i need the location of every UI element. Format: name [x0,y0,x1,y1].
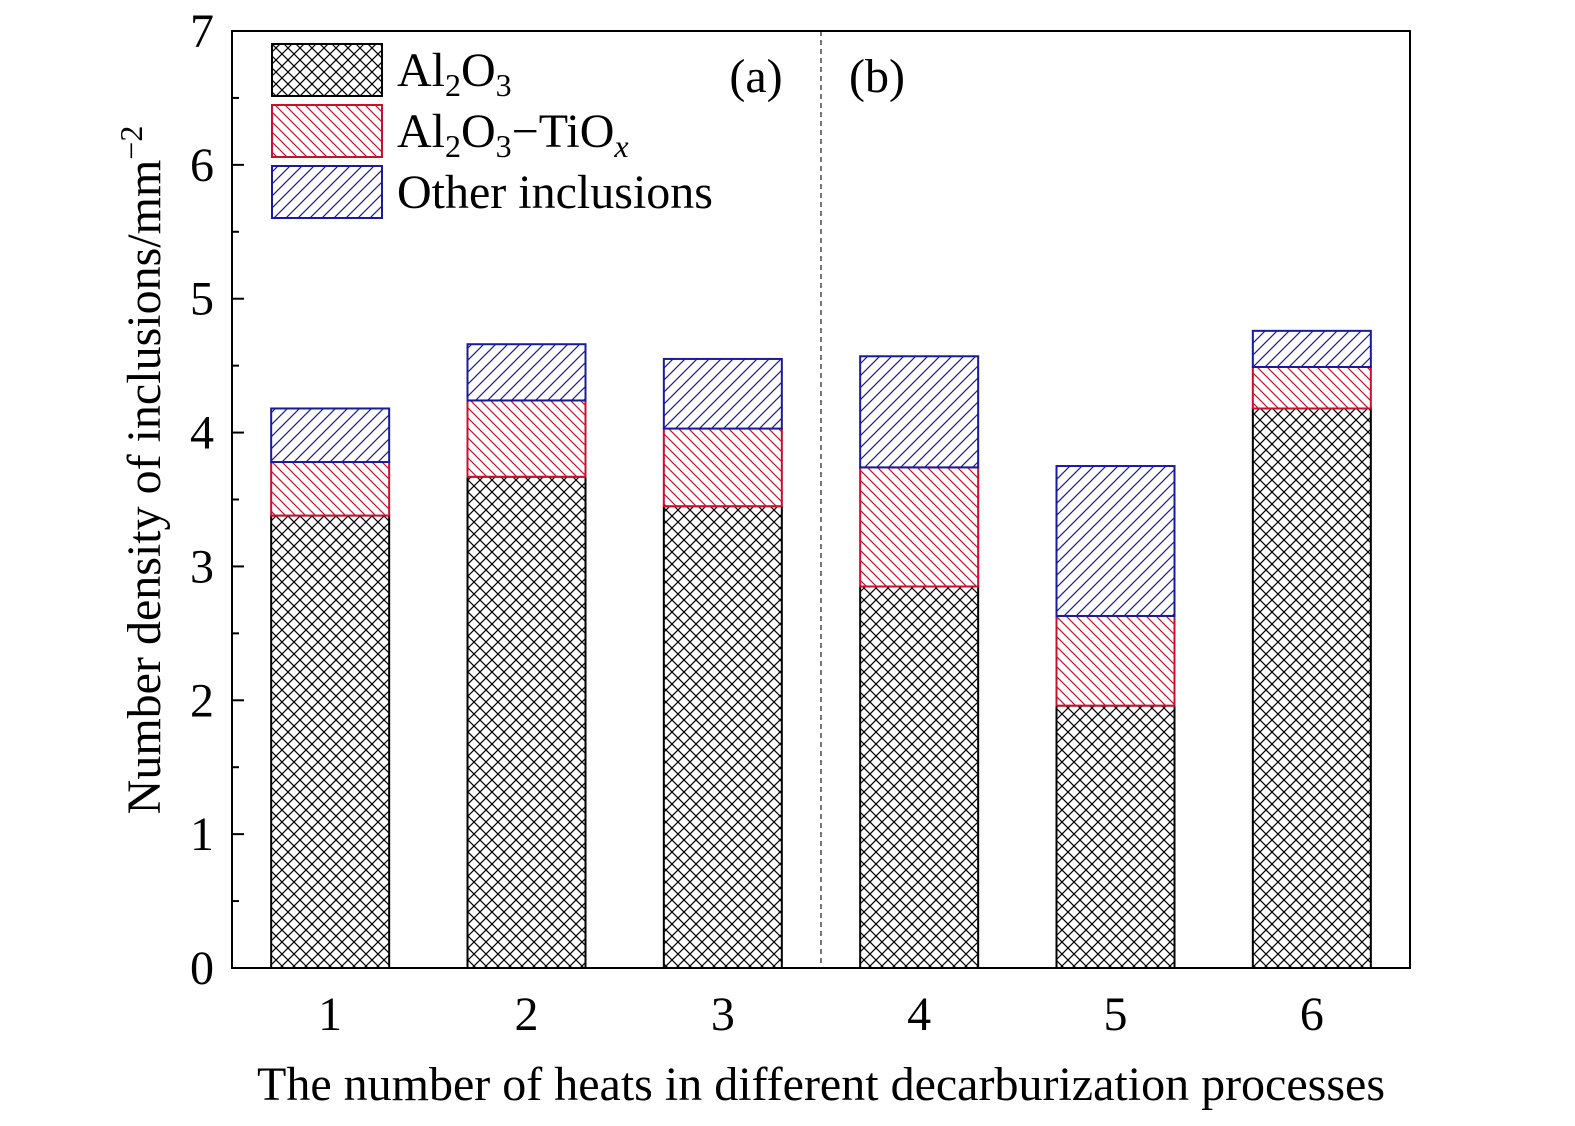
x-tick-label: 2 [515,988,539,1041]
x-tick-label: 3 [711,988,735,1041]
y-tick-label: 1 [190,808,214,861]
bar-segment-1-heat-4 [859,585,980,969]
legend-swatch-2 [271,104,383,158]
y-tick-label: 4 [190,407,214,460]
bar-segment-1-heat-3 [662,505,783,969]
bar-segment-2-heat-5 [1055,614,1176,707]
bar-segment-3-heat-5 [1055,465,1176,617]
bar-segment-2-heat-1 [270,461,391,517]
bar-segment-1-heat-5 [1055,704,1176,969]
legend-swatch-1 [271,43,383,97]
y-tick-label: 6 [190,139,214,192]
bar-segment-1-heat-1 [270,514,391,969]
bar-segment-2-heat-4 [859,466,980,588]
bar-segment-3-heat-3 [662,357,783,430]
y-tick-label: 3 [190,540,214,593]
legend-label-3: Other inclusions [397,166,713,219]
bar-segment-2-heat-2 [466,399,587,478]
x-tick-label: 4 [907,988,931,1041]
x-axis-label: The number of heats in different decarbu… [257,1058,1385,1111]
y-axis-label: Number density of inclusions/mm−2 [113,126,171,815]
x-tick-label: 1 [318,988,342,1041]
bar-segment-2-heat-3 [662,427,783,508]
bar-segment-3-heat-1 [270,407,391,464]
legend-label-1: Al2O3 [397,44,512,103]
y-tick-label: 5 [190,273,214,326]
panel-label: (b) [849,50,905,103]
bar-segment-3-heat-4 [859,355,980,469]
bar-segment-2-heat-6 [1251,365,1372,410]
legend-swatch-3 [271,165,383,219]
x-tick-label: 5 [1104,988,1128,1041]
bar-segment-1-heat-2 [466,475,587,969]
panel-label: (a) [729,50,782,103]
y-tick-label: 2 [190,674,214,727]
bar-segment-3-heat-2 [466,343,587,402]
y-tick-label: 0 [190,942,214,995]
bar-segment-3-heat-6 [1251,329,1372,368]
y-tick-label: 7 [190,5,214,58]
bar-segment-1-heat-6 [1251,407,1372,969]
legend-label-2: Al2O3−TiOx [397,105,629,164]
x-tick-label: 6 [1300,988,1324,1041]
